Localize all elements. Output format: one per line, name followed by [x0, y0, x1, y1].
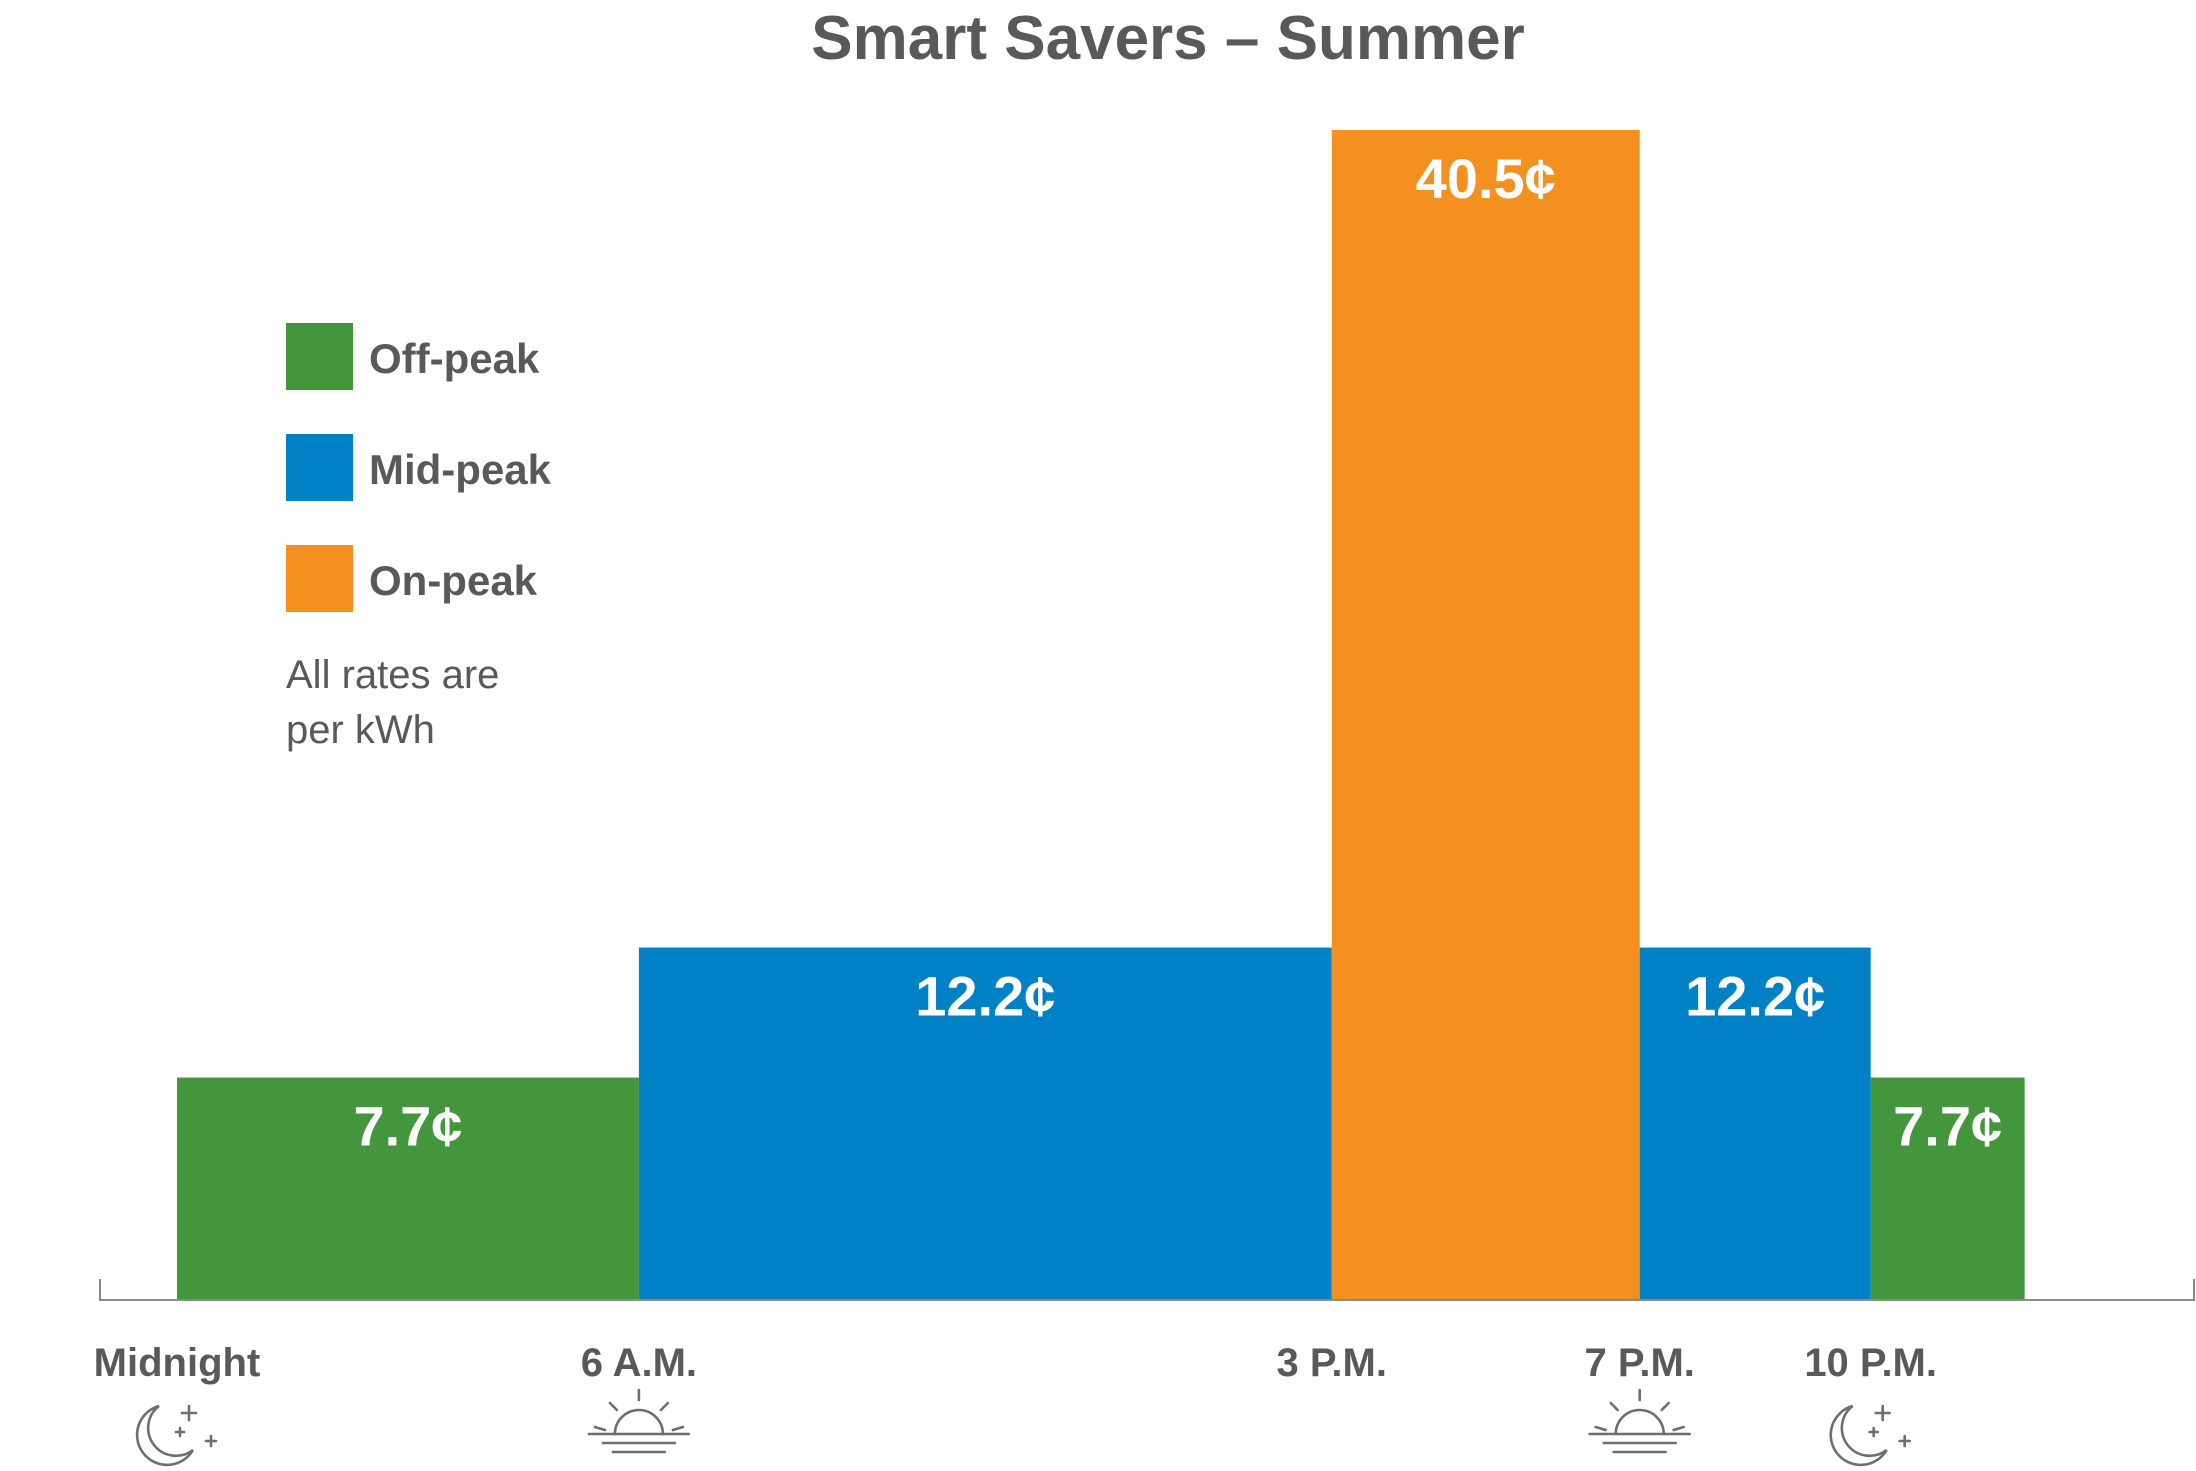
rates-note-line-1: All rates are: [286, 653, 499, 697]
bar-label-group: 7.7¢ 12.2¢ 40.5¢ 12.2¢ 7.7¢: [353, 147, 2002, 1158]
bar-off-peak-1: [176, 1077, 639, 1300]
x-tick-label-3: 3 P.M.: [1277, 1341, 1387, 1385]
moon-stars-icon: [1829, 1404, 1911, 1467]
x-axis: [99, 1279, 2195, 1301]
x-tick-label-4: 7 P.M.: [1584, 1341, 1694, 1385]
legend-swatch-on-peak: [286, 545, 353, 612]
legend: Off-peak Mid-peak On-peak All rates are …: [286, 323, 552, 752]
bar-on-peak-3: [1331, 130, 1640, 1300]
bar-group: [176, 130, 2025, 1300]
bar-value-label-3: 40.5¢: [1416, 147, 1556, 210]
legend-swatch-off-peak: [286, 323, 353, 390]
legend-label-mid-peak: Mid-peak: [369, 446, 552, 493]
chart-title: Smart Savers – Summer: [811, 4, 1524, 73]
legend-label-on-peak: On-peak: [369, 557, 538, 604]
moon-stars-icon: [135, 1404, 218, 1467]
rates-note-line-2: per kWh: [286, 708, 435, 752]
bar-off-peak-5: [1870, 1077, 2025, 1300]
sunrise-icon: [587, 1388, 691, 1454]
legend-label-off-peak: Off-peak: [369, 335, 540, 382]
x-tick-label-5: 10 P.M.: [1804, 1341, 1937, 1385]
bar-value-label-2: 12.2¢: [915, 965, 1055, 1028]
x-tick-group: Midnight 6 A.M. 3 P.M. 7 P.M. 10 P.M.: [94, 1341, 1937, 1467]
bar-value-label-4: 12.2¢: [1685, 965, 1825, 1028]
bar-mid-peak-4: [1639, 947, 1871, 1300]
bar-value-label-5: 7.7¢: [1893, 1095, 2002, 1158]
bar-mid-peak-2: [638, 947, 1332, 1300]
x-tick-label-2: 6 A.M.: [581, 1341, 697, 1385]
legend-swatch-mid-peak: [286, 434, 353, 501]
x-tick-label-1: Midnight: [94, 1341, 261, 1385]
bar-value-label-1: 7.7¢: [353, 1095, 462, 1158]
sunset-icon: [1588, 1388, 1692, 1454]
